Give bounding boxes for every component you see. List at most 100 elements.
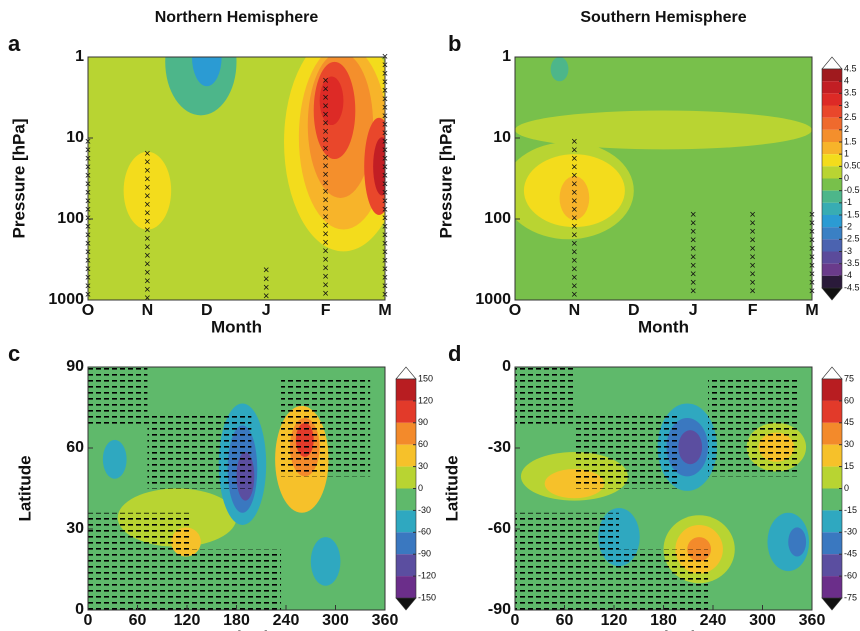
significance-cross: × xyxy=(749,217,755,229)
colorbar-tick-label: -60 xyxy=(418,527,431,537)
contour-region xyxy=(191,57,222,87)
significance-cross: × xyxy=(322,118,328,130)
colorbar-tick-label: 15 xyxy=(844,461,854,471)
colorbar-tick-label: -2 xyxy=(844,222,852,232)
significance-cross: × xyxy=(690,209,696,221)
significance-cross: × xyxy=(749,277,755,289)
x-tick-label: 60 xyxy=(556,612,574,629)
x-tick-label: 300 xyxy=(749,612,776,629)
colorbar-band xyxy=(822,510,842,533)
significance-cross: × xyxy=(144,174,150,186)
significance-cross: × xyxy=(571,281,577,293)
colorbar-tick-label: -45 xyxy=(844,549,857,559)
significance-cross: × xyxy=(322,101,328,113)
colorbar-band xyxy=(822,166,842,179)
colorbar-tick-label: 120 xyxy=(418,395,433,405)
panel-label: b xyxy=(448,31,461,56)
y-tick-label: 60 xyxy=(66,439,84,456)
contour-region xyxy=(102,439,127,479)
significance-cross: × xyxy=(690,251,696,263)
significance-cross: × xyxy=(144,250,150,262)
significance-hatch xyxy=(88,512,192,610)
colorbar-band xyxy=(822,142,842,155)
colorbar-end xyxy=(395,366,417,380)
x-tick-label: N xyxy=(142,302,154,319)
contour-region xyxy=(310,537,341,586)
significance-cross: × xyxy=(571,247,577,259)
x-tick-label: N xyxy=(569,302,581,319)
significance-cross: × xyxy=(144,165,150,177)
significance-cross: × xyxy=(571,170,577,182)
colorbar-band xyxy=(822,488,842,511)
significance-cross: × xyxy=(571,272,577,284)
y-axis-label: Pressure [hPa] xyxy=(9,119,28,239)
y-tick-label: 10 xyxy=(66,129,84,146)
colorbar-tick-label: -3 xyxy=(844,246,852,256)
colorbar-band xyxy=(822,400,842,423)
y-tick-label: 30 xyxy=(66,520,84,537)
significance-hatch xyxy=(88,367,148,428)
significance-cross: × xyxy=(263,282,269,294)
x-tick-label: 240 xyxy=(273,612,300,629)
significance-cross: × xyxy=(322,177,328,189)
significance-hatch xyxy=(574,415,679,489)
y-tick-label: 10 xyxy=(493,129,511,146)
colorbar-band xyxy=(822,154,842,167)
colorbar-band xyxy=(396,422,416,445)
y-axis-label: Latitude xyxy=(442,455,461,521)
colorbar-band xyxy=(822,69,842,82)
colorbar-band xyxy=(822,190,842,203)
colorbar-tick-label: 0 xyxy=(418,483,423,493)
significance-cross: × xyxy=(571,264,577,276)
colorbar-band xyxy=(822,466,842,489)
significance-cross: × xyxy=(322,228,328,240)
significance-cross: × xyxy=(322,143,328,155)
colorbar-end xyxy=(821,597,843,611)
y-tick-label: 1 xyxy=(502,48,511,65)
y-tick-label: -60 xyxy=(488,520,511,537)
colorbar-band xyxy=(822,129,842,142)
panel-title: Northern Hemisphere xyxy=(155,9,319,26)
colorbar-tick-label: -150 xyxy=(418,592,436,602)
contour-region xyxy=(373,137,385,196)
significance-cross: × xyxy=(571,153,577,165)
x-tick-label: M xyxy=(805,302,818,319)
significance-cross: × xyxy=(144,284,150,296)
x-tick-label: D xyxy=(201,302,213,319)
colorbar-tick-label: 30 xyxy=(418,461,428,471)
y-tick-label: 1000 xyxy=(475,291,511,308)
significance-cross: × xyxy=(571,255,577,267)
colorbar-band xyxy=(822,202,842,215)
x-tick-label: 360 xyxy=(799,612,826,629)
colorbar-tick-label: 0 xyxy=(844,173,849,183)
colorbar-tick-label: -15 xyxy=(844,505,857,515)
significance-cross: × xyxy=(571,144,577,156)
significance-cross: × xyxy=(690,277,696,289)
significance-hatch xyxy=(618,549,709,610)
significance-cross: × xyxy=(322,237,328,249)
significance-cross: × xyxy=(322,271,328,283)
colorbar-band xyxy=(822,227,842,240)
colorbar-tick-label: 3 xyxy=(844,100,849,110)
colorbar-band xyxy=(822,379,842,401)
significance-cross: × xyxy=(690,268,696,280)
significance-cross: × xyxy=(571,230,577,242)
significance-cross: × xyxy=(144,242,150,254)
y-tick-label: 100 xyxy=(57,210,84,227)
contour-region xyxy=(550,57,569,82)
significance-hatch xyxy=(147,415,252,489)
significance-cross: × xyxy=(571,195,577,207)
significance-cross: × xyxy=(144,233,150,245)
colorbar-tick-label: 1.5 xyxy=(844,136,857,146)
significance-hatch xyxy=(515,367,575,428)
colorbar-tick-label: 3.5 xyxy=(844,88,857,98)
colorbar-tick-label: -30 xyxy=(418,505,431,515)
significance-cross: × xyxy=(263,273,269,285)
significance-cross: × xyxy=(571,221,577,233)
colorbar-band xyxy=(822,576,842,598)
colorbar-tick-label: -90 xyxy=(418,549,431,559)
significance-cross: × xyxy=(749,268,755,280)
field-layer xyxy=(515,367,810,610)
significance-cross: × xyxy=(322,186,328,198)
